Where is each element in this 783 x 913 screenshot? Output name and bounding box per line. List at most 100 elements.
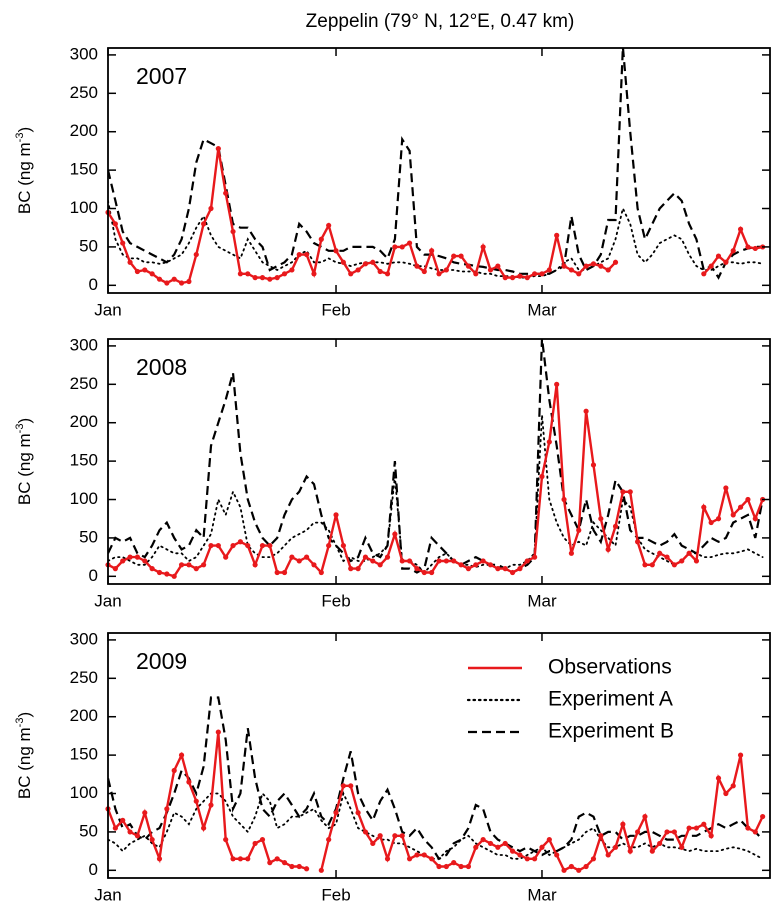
data-point — [392, 531, 398, 537]
y-tick-label: 0 — [89, 275, 98, 294]
data-point — [590, 462, 597, 468]
data-point — [134, 268, 141, 275]
y-tick-label: 0 — [89, 566, 98, 585]
data-point — [289, 267, 295, 273]
data-point — [370, 840, 376, 847]
data-point — [171, 573, 177, 579]
data-point — [120, 817, 126, 823]
data-point — [465, 263, 472, 269]
data-point — [362, 829, 369, 835]
data-point — [399, 558, 405, 564]
data-point — [715, 775, 722, 781]
data-point — [554, 381, 560, 387]
data-point — [377, 268, 383, 275]
data-point — [362, 261, 369, 267]
data-point — [201, 825, 207, 831]
data-point — [164, 806, 170, 812]
data-point — [171, 276, 177, 282]
data-point — [524, 275, 530, 281]
data-point — [208, 542, 214, 549]
data-point — [267, 276, 273, 282]
data-point — [657, 840, 663, 847]
data-point — [362, 554, 369, 560]
data-point — [502, 566, 508, 572]
data-point — [679, 558, 685, 564]
data-point — [304, 866, 310, 872]
data-point — [554, 232, 560, 238]
y-tick-label: 200 — [70, 121, 98, 140]
data-point — [480, 836, 486, 843]
data-point — [333, 810, 339, 816]
y-tick-label: 250 — [70, 374, 98, 393]
data-point — [532, 271, 538, 277]
plot-frame — [107, 632, 771, 879]
y-tick-label: 100 — [70, 489, 98, 508]
data-point — [134, 833, 141, 839]
data-point — [509, 848, 516, 854]
data-point — [436, 558, 442, 564]
data-point — [701, 504, 707, 510]
data-point — [458, 562, 464, 568]
data-point — [679, 844, 685, 850]
x-tick-label: Jan — [94, 885, 121, 904]
data-point — [259, 836, 266, 843]
data-point — [112, 566, 118, 572]
x-tick-label: Feb — [321, 300, 350, 319]
data-point — [509, 275, 516, 281]
data-point — [274, 275, 280, 281]
data-point — [304, 554, 310, 560]
data-point — [245, 542, 251, 549]
data-point — [399, 833, 405, 839]
y-tick-label: 50 — [79, 236, 98, 255]
data-point — [642, 813, 648, 820]
data-point — [421, 852, 427, 858]
data-point — [458, 863, 464, 870]
data-point — [156, 569, 163, 576]
y-axis-label-part: BC (ng m — [15, 142, 34, 214]
x-tick-label: Jan — [94, 591, 121, 610]
data-point — [576, 867, 582, 873]
series-line — [108, 414, 764, 574]
data-point — [186, 278, 192, 285]
data-point — [664, 554, 670, 560]
y-tick-label: 150 — [70, 160, 98, 179]
data-point — [318, 569, 324, 576]
data-point — [406, 240, 413, 246]
data-point — [723, 790, 729, 797]
data-point — [730, 512, 736, 518]
data-point — [252, 562, 258, 568]
data-point — [671, 829, 677, 835]
y-tick-label: 100 — [70, 198, 98, 217]
data-point — [333, 512, 339, 518]
legend-label: Observations — [548, 656, 672, 679]
data-point — [436, 863, 442, 870]
data-point — [664, 829, 670, 835]
x-tick-label: Feb — [321, 885, 350, 904]
data-point — [546, 267, 552, 273]
series-line — [108, 696, 764, 861]
data-point — [568, 550, 575, 556]
data-point — [421, 268, 427, 275]
data-point — [524, 558, 530, 564]
data-point — [252, 840, 258, 847]
data-point — [355, 566, 361, 572]
x-tick-label: Feb — [321, 591, 350, 610]
data-point — [473, 271, 479, 277]
data-point — [384, 856, 391, 862]
data-point — [517, 273, 523, 279]
data-point — [193, 798, 199, 804]
data-point — [267, 542, 273, 549]
data-point — [208, 205, 214, 212]
data-point — [348, 271, 354, 277]
data-point — [171, 767, 177, 774]
data-point — [487, 562, 494, 568]
y-axis-label-part: -3 — [14, 718, 26, 728]
data-point — [752, 829, 758, 835]
data-point — [590, 856, 597, 862]
data-point — [259, 275, 266, 281]
y-tick-label: 300 — [70, 335, 98, 354]
data-point — [583, 408, 589, 414]
data-point — [215, 729, 221, 735]
data-point — [429, 248, 435, 254]
